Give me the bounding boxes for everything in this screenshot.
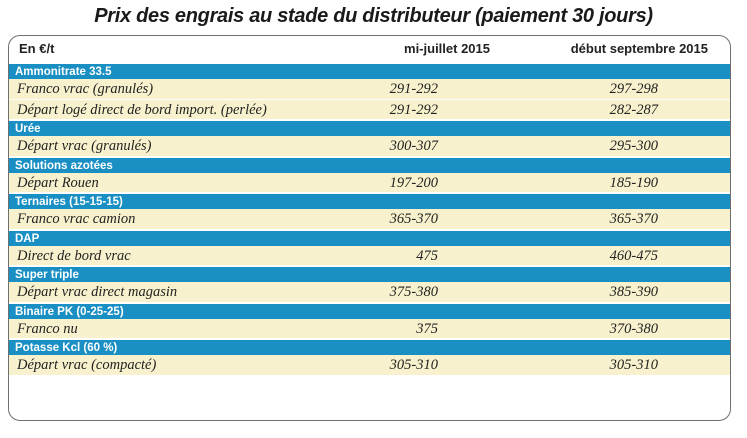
price-table: En €/t mi-juillet 2015 début septembre 2…	[8, 35, 731, 421]
value-early-september: 185-190	[609, 174, 658, 191]
value-mid-july: 375-380	[389, 284, 438, 300]
category-header: Ammonitrate 33.5	[9, 63, 730, 79]
value-early-september: 370-380	[609, 320, 658, 337]
value-early-september: 460-475	[609, 247, 658, 264]
category-header: Ternaires (15-15-15)	[9, 193, 730, 209]
row-label: Direct de bord vrac	[17, 247, 131, 264]
row-label: Départ vrac direct magasin	[17, 284, 178, 300]
table-row: Départ vrac direct magasin 375-380 385-390	[9, 282, 730, 303]
value-mid-july: 291-292	[389, 81, 438, 97]
value-early-september: 297-298	[609, 81, 658, 97]
category-header: Super triple	[9, 266, 730, 282]
col1-header: mi-juillet 2015	[404, 41, 490, 56]
value-mid-july: 365-370	[389, 211, 438, 227]
row-label: Départ logé direct de bord import. (perl…	[17, 101, 267, 118]
table-row: Franco nu 375 370-380	[9, 318, 730, 339]
table-row: Départ Rouen 197-200 185-190	[9, 172, 730, 193]
table-row: Franco vrac (granulés) 291-292 297-298	[9, 79, 730, 100]
table-header: En €/t mi-juillet 2015 début septembre 2…	[9, 36, 730, 62]
value-mid-july: 305-310	[389, 357, 438, 373]
col2-header: début septembre 2015	[570, 41, 708, 56]
category-header: Potasse Kcl (60 %)	[9, 339, 730, 355]
row-label: Franco vrac (granulés)	[17, 81, 154, 97]
value-mid-july: 291-292	[389, 101, 438, 118]
unit-header: En €/t	[19, 41, 55, 56]
value-early-september: 365-370	[609, 211, 658, 227]
table-body: Ammonitrate 33.5 Franco vrac (granulés) 29…	[9, 63, 730, 376]
value-mid-july: 300-307	[389, 138, 438, 154]
value-early-september: 385-390	[609, 284, 658, 300]
value-early-september: 295-300	[609, 138, 658, 154]
table-row: Direct de bord vrac 475 460-475	[9, 245, 730, 266]
value-early-september: 282-287	[609, 101, 658, 118]
value-mid-july: 475	[416, 247, 438, 264]
row-label: Départ Rouen	[17, 174, 99, 191]
category-header: Urée	[9, 120, 730, 136]
table-row: Départ vrac (compacté) 305-310 305-310	[9, 355, 730, 376]
category-header: Solutions azotées	[9, 156, 730, 173]
row-label: Départ vrac (granulés)	[17, 138, 152, 154]
row-label: Départ vrac (compacté)	[17, 357, 157, 373]
row-label: Franco nu	[17, 320, 78, 337]
category-header: DAP	[9, 229, 730, 246]
value-early-september: 305-310	[609, 357, 658, 373]
table-row: Franco vrac camion 365-370 365-370	[9, 209, 730, 230]
table-row: Départ vrac (granulés) 300-307 295-300	[9, 136, 730, 157]
row-label: Franco vrac camion	[17, 211, 136, 227]
value-mid-july: 197-200	[389, 174, 438, 191]
table-title: Prix des engrais au stade du distributeu…	[94, 5, 653, 27]
table-row: Départ logé direct de bord import. (perl…	[9, 99, 730, 120]
value-mid-july: 375	[416, 320, 438, 337]
category-header: Binaire PK (0-25-25)	[9, 302, 730, 319]
